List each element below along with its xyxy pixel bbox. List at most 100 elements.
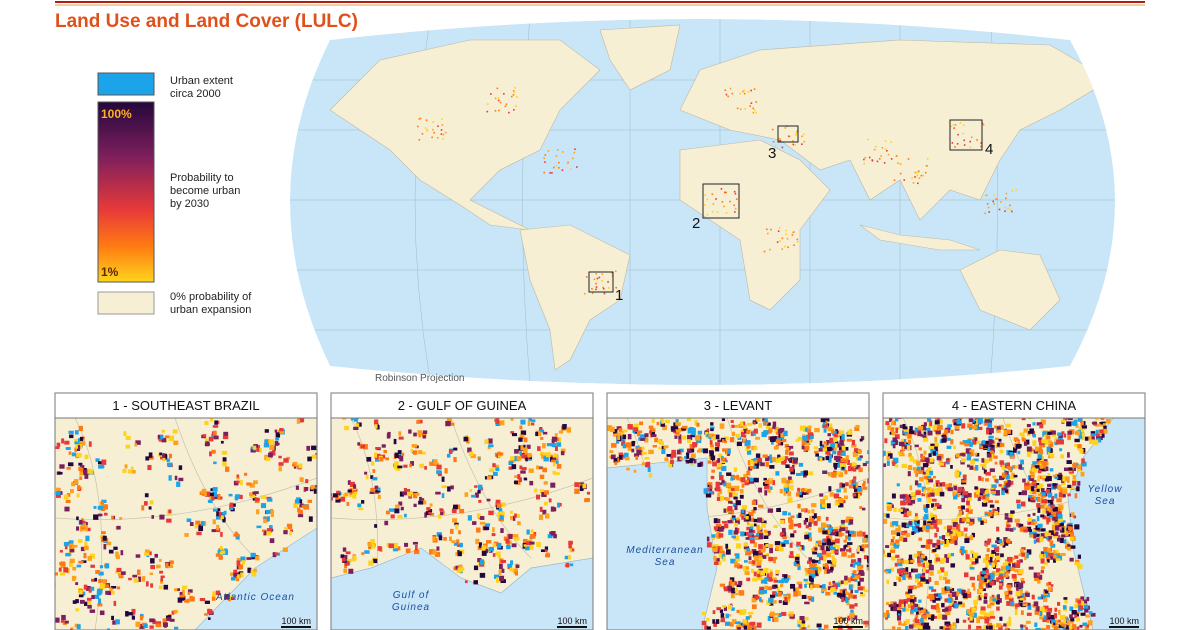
urban-cell xyxy=(898,599,905,605)
urban-speck xyxy=(724,191,726,194)
urban-cell xyxy=(250,552,256,558)
urban-cell xyxy=(890,556,896,561)
urban-speck xyxy=(558,167,560,169)
urban-speck xyxy=(1011,189,1014,192)
urban-cell xyxy=(1054,493,1058,499)
urban-cell xyxy=(55,572,59,576)
urban-cell xyxy=(758,457,762,463)
urban-speck xyxy=(793,231,795,233)
urban-cell xyxy=(133,578,139,583)
urban-cell xyxy=(725,482,732,489)
urban-speck xyxy=(727,95,729,98)
urban-cell xyxy=(789,551,794,556)
urban-cell xyxy=(778,428,783,434)
urban-cell xyxy=(98,598,102,604)
urban-cell xyxy=(295,485,299,490)
urban-cell xyxy=(522,447,528,453)
urban-cell xyxy=(364,550,370,554)
urban-cell xyxy=(168,509,172,514)
urban-cell xyxy=(831,472,837,478)
urban-cell xyxy=(907,604,912,608)
urban-cell xyxy=(1016,522,1019,527)
urban-cell xyxy=(492,543,496,547)
urban-cell xyxy=(924,514,929,520)
urban-cell xyxy=(1078,434,1083,439)
urban-cell xyxy=(59,549,63,553)
urban-cell xyxy=(219,512,225,518)
urban-cell xyxy=(181,585,188,589)
urban-cell xyxy=(424,466,427,470)
urban-cell xyxy=(924,427,931,431)
urban-cell xyxy=(941,587,947,593)
urban-cell xyxy=(410,461,414,466)
urban-cell xyxy=(830,548,835,554)
urban-cell xyxy=(499,420,505,426)
urban-cell xyxy=(974,437,978,442)
urban-speck xyxy=(787,135,790,138)
urban-cell xyxy=(89,609,96,613)
urban-cell xyxy=(895,527,901,532)
urban-cell xyxy=(847,430,853,435)
urban-cell xyxy=(779,520,785,524)
urban-cell xyxy=(838,501,844,508)
urban-cell xyxy=(1052,512,1056,517)
urban-cell xyxy=(761,522,766,528)
urban-cell xyxy=(1044,590,1049,594)
urban-cell xyxy=(753,523,757,527)
urban-cell xyxy=(484,476,489,480)
urban-cell xyxy=(1036,422,1043,426)
urban-cell xyxy=(492,527,495,533)
urban-cell xyxy=(1025,590,1029,594)
urban-cell xyxy=(1044,531,1048,537)
urban-cell xyxy=(457,567,463,572)
urban-cell xyxy=(618,452,624,457)
urban-cell xyxy=(535,431,540,437)
urban-cell xyxy=(973,599,978,605)
urban-cell xyxy=(851,462,857,467)
urban-cell xyxy=(782,511,788,516)
urban-speck xyxy=(598,276,601,279)
urban-speck xyxy=(497,97,500,99)
urban-cell xyxy=(800,488,806,492)
urban-cell xyxy=(1045,536,1049,540)
urban-cell xyxy=(701,620,707,626)
urban-cell xyxy=(815,453,819,457)
urban-cell xyxy=(510,456,515,460)
urban-cell xyxy=(931,498,937,502)
urban-cell xyxy=(810,569,815,575)
urban-cell xyxy=(527,452,532,458)
urban-cell xyxy=(445,420,451,427)
urban-cell xyxy=(1009,513,1014,518)
urban-speck xyxy=(486,103,489,105)
urban-cell xyxy=(1095,418,1099,421)
urban-cell xyxy=(980,445,985,448)
urban-cell xyxy=(429,549,435,555)
urban-cell xyxy=(223,431,229,437)
urban-cell xyxy=(354,418,359,420)
urban-cell xyxy=(885,571,889,574)
urban-cell xyxy=(847,459,850,466)
urban-speck xyxy=(499,101,502,104)
urban-cell xyxy=(79,519,83,525)
urban-cell xyxy=(959,519,964,524)
urban-cell xyxy=(851,444,857,448)
urban-cell xyxy=(848,516,854,521)
urban-cell xyxy=(1024,557,1027,561)
urban-cell xyxy=(938,486,942,492)
urban-cell xyxy=(166,617,172,621)
urban-cell xyxy=(788,485,794,491)
urban-cell xyxy=(1081,426,1086,431)
urban-cell xyxy=(778,546,784,552)
urban-cell xyxy=(719,550,725,555)
urban-cell xyxy=(897,508,903,512)
urban-cell xyxy=(955,453,961,458)
urban-cell xyxy=(753,625,757,630)
urban-cell xyxy=(1074,438,1080,443)
urban-cell xyxy=(235,494,241,499)
urban-cell xyxy=(1034,482,1040,486)
urban-cell xyxy=(844,469,848,475)
urban-cell xyxy=(1032,433,1036,438)
urban-cell xyxy=(1020,459,1024,465)
urban-cell xyxy=(985,478,990,482)
urban-cell xyxy=(517,521,521,526)
